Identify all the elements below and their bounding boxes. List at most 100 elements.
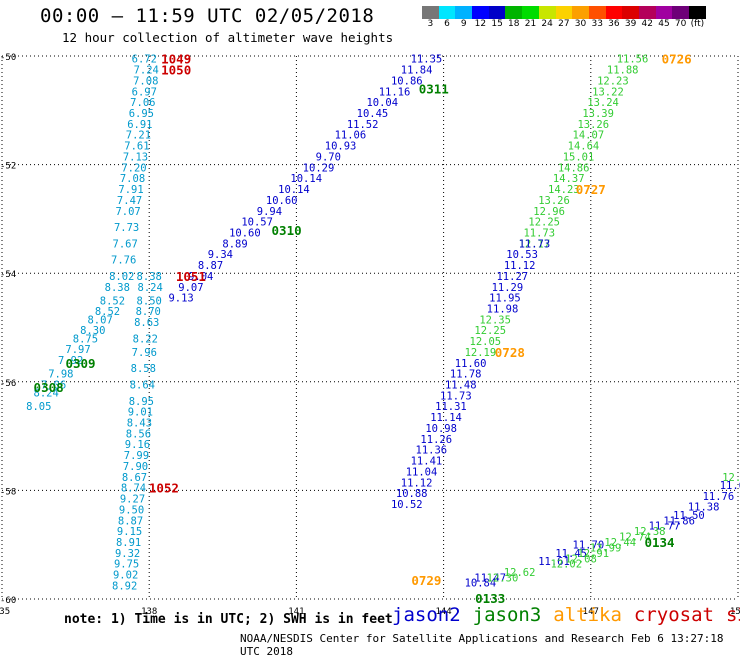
legend-label: 70: [674, 19, 687, 29]
wave-height-point: 7.67: [113, 238, 138, 250]
wave-height-point: 9.02: [113, 570, 138, 582]
wave-height-point: 11.70: [573, 540, 605, 552]
legend-label: 42: [641, 19, 653, 29]
wave-height-point: 9.27: [120, 494, 145, 506]
wave-height-point: 10.52: [391, 499, 423, 511]
wave-height-point: 8.56: [126, 428, 151, 440]
wave-height-point: 10.45: [357, 108, 389, 120]
wave-height-point: 12.96: [533, 206, 565, 218]
satellite-key: jason2 jason3 altika cryosat s3a: [392, 604, 740, 626]
y-tick-label: -60: [0, 596, 16, 606]
wave-height-point: 7.06: [130, 97, 155, 109]
wave-height-point: 8.02: [109, 271, 134, 283]
wave-height-point: 9.01: [128, 407, 153, 419]
wave-height-point: 11.36: [416, 445, 448, 457]
wave-height-point: 14.07: [573, 130, 605, 142]
wave-height-point: 7.24: [134, 65, 159, 77]
x-tick-label: 147: [583, 607, 599, 617]
wave-height-point: 8.92: [112, 580, 137, 592]
legend-swatch: [572, 6, 589, 19]
x-tick-label: 150: [730, 607, 740, 617]
legend-swatch: [455, 6, 473, 19]
wave-height-point: 7.96: [132, 347, 157, 359]
wave-height-point: 9.07: [178, 282, 203, 294]
wave-height-point: 13.22: [592, 86, 624, 98]
wave-height-point: 12.25: [474, 325, 506, 337]
wave-height-point: 7.97: [65, 344, 90, 356]
wave-height-point: 11.41: [411, 456, 443, 468]
wave-height-point: 12.91: [577, 548, 609, 560]
wave-height-point: 8.63: [134, 317, 159, 329]
wave-height-point: 6.95: [129, 108, 154, 120]
legend-label: 21: [524, 19, 537, 29]
wave-height-point: 11.56: [617, 54, 649, 66]
wave-height-point: 8.75: [73, 333, 98, 345]
legend-labels: 3 6 9 12 15 18 21 24 27 30 33 36 39 42 45 70 (ft): [422, 19, 706, 29]
legend-swatch: [689, 6, 706, 19]
wave-height-point: 14.86: [558, 162, 590, 174]
wave-height-point: 14.37: [553, 173, 585, 185]
wave-height-point: 9.94: [257, 206, 282, 218]
wave-height-point: 10.14: [290, 173, 322, 185]
wave-height-point: 8.87: [118, 515, 143, 527]
wave-height-point: 11.50: [673, 510, 705, 522]
wave-height-point: 11.95: [489, 293, 521, 305]
satellite-jason3: jason3: [472, 604, 542, 626]
wave-height-point: 10.04: [366, 97, 398, 109]
legend-label: 39: [624, 19, 637, 29]
wave-height-point: 11.98: [487, 303, 519, 315]
wave-height-point: 9.16: [125, 439, 150, 451]
wave-height-point: 11.14: [430, 412, 462, 424]
x-tick-label: 144: [435, 607, 451, 617]
wave-height-point: 10.14: [278, 184, 310, 196]
x-tick-label: 141: [288, 607, 304, 617]
legend-label: 33: [591, 19, 603, 29]
wave-height-point: 7.98: [48, 369, 73, 381]
wave-height-point: 13.26: [538, 195, 570, 207]
wave-height-point: 12.30: [487, 572, 519, 584]
pass-time-label: 0726: [662, 52, 692, 67]
legend-label: 27: [558, 19, 570, 29]
chart-title: 00:00 – 11:59 UTC 02/05/2018: [40, 5, 375, 27]
wave-height-point: 7.47: [117, 195, 142, 207]
x-tick-label: 135: [0, 607, 10, 617]
wave-height-point: 8.24: [34, 388, 59, 400]
wave-height-point: 11.31: [435, 401, 467, 413]
wave-height-point: 8.30: [80, 325, 105, 337]
wave-height-point: 8.50: [137, 295, 162, 307]
wave-height-point: 10.29: [303, 162, 335, 174]
legend-label: 45: [658, 19, 670, 29]
legend-swatch: [672, 6, 689, 19]
wave-height-point: 11.77: [649, 521, 681, 533]
wave-height-point: 8.52: [95, 306, 120, 318]
wave-height-point: 10.93: [325, 141, 357, 153]
legend-swatch: [605, 6, 623, 19]
wave-height-point: 8.38: [137, 271, 162, 283]
wave-height-point: 12.62: [504, 567, 536, 579]
wave-height-point: 7.76: [111, 255, 136, 267]
y-tick-label: -50: [0, 53, 16, 63]
color-legend: 3 6 9 12 15 18 21 24 27 30 33 36 39 42 45 70 (ft): [422, 6, 706, 29]
wave-height-point: 7.08: [120, 173, 145, 185]
wave-height-point: 10.86: [391, 75, 423, 87]
pass-time-label: 0134: [644, 535, 674, 550]
wave-height-point: 12.05: [470, 336, 502, 348]
wave-height-point: 13.26: [577, 119, 609, 131]
wave-height-point: 11.73: [519, 238, 551, 250]
wave-height-point: 14.23: [548, 184, 580, 196]
legend-label: 12: [474, 19, 487, 29]
wave-height-point: 8.43: [127, 418, 152, 430]
wave-height-point: 10.60: [229, 227, 261, 239]
wave-height-point: 11.52: [347, 119, 379, 131]
legend-swatch: [555, 6, 573, 19]
legend-swatches: [422, 6, 706, 19]
legend-label: (ft): [690, 19, 705, 29]
pass-time-label: 1051: [176, 269, 206, 284]
pass-time-label: 1052: [149, 481, 179, 496]
wave-height-point: 11.04: [406, 466, 438, 478]
wave-height-point: 6.91: [127, 119, 152, 131]
wave-height-point: 11.61: [538, 556, 570, 568]
wave-height-point: 11.86: [663, 515, 695, 527]
satellite-altika: altika: [553, 604, 622, 626]
